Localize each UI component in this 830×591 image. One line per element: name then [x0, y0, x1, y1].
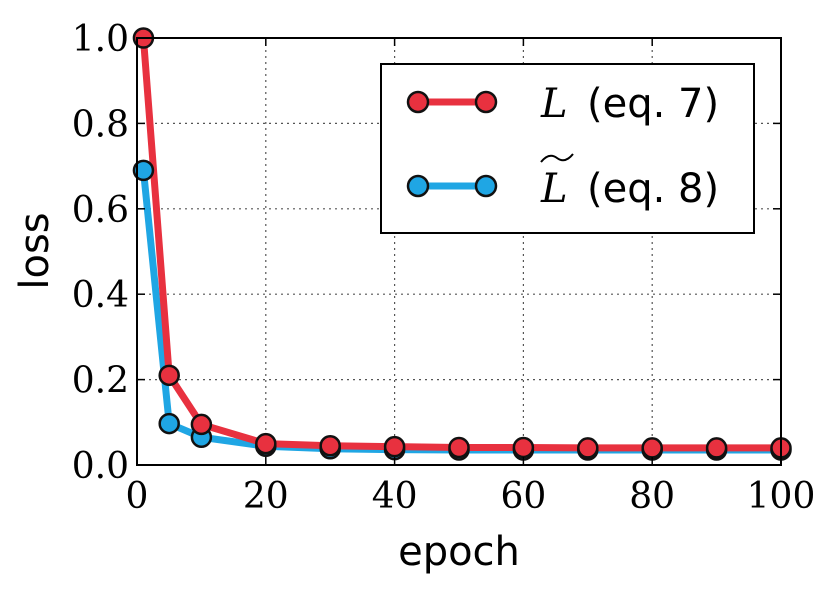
- data-point-series-0: [383, 435, 406, 458]
- y-tick-label: 0.0: [72, 446, 129, 487]
- y-tick-label: 0.4: [72, 275, 129, 316]
- data-point-series-0: [577, 437, 599, 459]
- data-point-series-0: [705, 437, 728, 459]
- x-axis-label: epoch: [398, 529, 520, 575]
- x-tick-label: 80: [629, 476, 675, 517]
- data-point-series-0: [641, 437, 663, 459]
- y-tick-label: 1.0: [72, 19, 129, 60]
- legend-marker-series-0: [406, 90, 430, 114]
- x-tick-label: 0: [126, 476, 149, 517]
- plot-frame: [136, 37, 782, 466]
- axis-ticks: 0 20 40 60 80 100 0.0 0.2 0.4 0.6 0.8 1.0: [72, 19, 816, 517]
- y-axis-label: loss: [12, 212, 58, 289]
- data-point-series-0: [190, 413, 213, 436]
- x-tick-label: 40: [372, 476, 418, 517]
- data-point-series-1: [158, 412, 180, 435]
- series-lines: [132, 27, 792, 461]
- data-point-series-0: [158, 364, 180, 387]
- x-tick-label: 100: [747, 476, 816, 517]
- y-tick-label: 0.2: [72, 361, 129, 402]
- data-point-series-0: [319, 435, 341, 457]
- data-point-series-0: [512, 436, 535, 459]
- tilde-icon: [540, 153, 574, 163]
- legend-marker-series-1: [406, 174, 430, 198]
- y-tick-label: 0.8: [72, 104, 129, 145]
- grid: [137, 38, 781, 465]
- data-point-series-0: [255, 432, 277, 455]
- y-tick-label: 0.6: [72, 190, 129, 231]
- x-tick-label: 60: [500, 476, 546, 517]
- legend-marker-series-1-end: [474, 174, 498, 198]
- legend-box: [380, 63, 755, 234]
- legend: L (eq. 7) L (eq. 8): [380, 63, 755, 234]
- legend-symbol-series-0: L: [540, 81, 568, 127]
- data-point-series-0: [448, 436, 470, 459]
- x-tick-label: 20: [243, 476, 289, 517]
- legend-label-series-1: (eq. 8): [587, 166, 719, 212]
- legend-marker-series-0-end: [474, 90, 498, 114]
- legend-label-series-0: (eq. 7): [587, 81, 719, 127]
- data-point-series-1: [132, 159, 155, 182]
- legend-symbol-series-1: L: [540, 166, 568, 212]
